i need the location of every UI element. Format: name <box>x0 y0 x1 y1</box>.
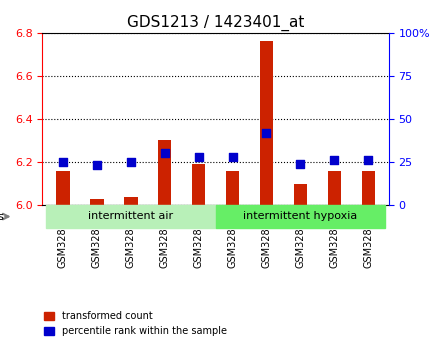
Point <box>161 151 168 156</box>
Bar <box>90 199 104 205</box>
Point <box>365 158 372 163</box>
Bar <box>260 41 273 205</box>
Point <box>297 161 304 167</box>
Text: intermittent air: intermittent air <box>88 211 173 221</box>
Title: GDS1213 / 1423401_at: GDS1213 / 1423401_at <box>127 15 304 31</box>
Legend: transformed count, percentile rank within the sample: transformed count, percentile rank withi… <box>40 307 231 340</box>
Bar <box>361 171 375 205</box>
Bar <box>294 184 307 205</box>
Bar <box>226 171 239 205</box>
Point <box>93 163 100 168</box>
Text: stress: stress <box>0 211 4 221</box>
Bar <box>192 164 206 205</box>
Point <box>331 158 338 163</box>
Point <box>229 154 236 160</box>
Point <box>127 159 134 165</box>
Bar <box>328 171 341 205</box>
Bar <box>124 197 138 205</box>
Point <box>195 154 202 160</box>
Bar <box>158 140 171 205</box>
Point <box>263 130 270 136</box>
Point <box>59 159 66 165</box>
Bar <box>56 171 69 205</box>
Text: intermittent hypoxia: intermittent hypoxia <box>243 211 357 221</box>
